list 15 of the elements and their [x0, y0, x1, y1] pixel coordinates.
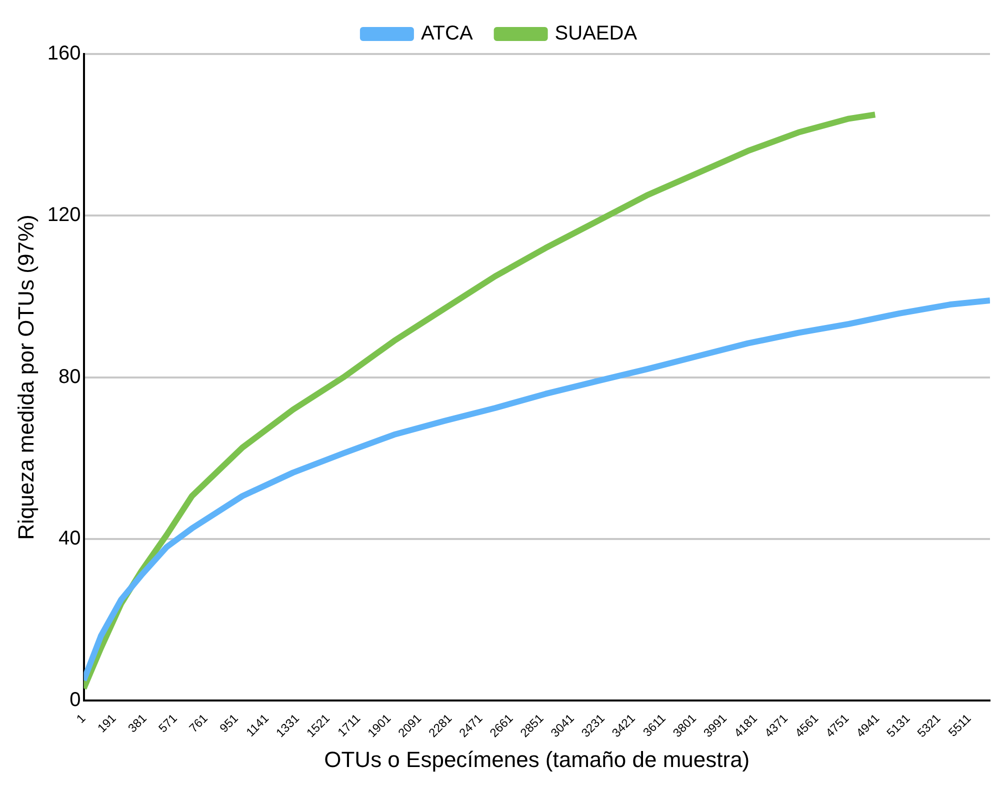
x-tick-label: 571 — [156, 710, 180, 736]
y-tick-label: 160 — [47, 42, 81, 65]
x-tick-label: 951 — [216, 710, 242, 736]
x-axis-title: OTUs o Especímenes (tamaño de muestra) — [324, 746, 750, 772]
legend-label: ATCA — [420, 22, 474, 45]
x-tick-label: 1 — [74, 710, 88, 726]
y-tick-label: 80 — [58, 366, 81, 388]
y-axis-title: Riqueza medida por OTUs (97%) — [13, 214, 38, 540]
y-tick-label: 0 — [70, 689, 81, 712]
y-tick-label: 120 — [47, 204, 81, 226]
x-tick-label: 381 — [125, 710, 150, 736]
y-tick-label: 40 — [58, 527, 81, 550]
x-tick-label: 191 — [94, 710, 119, 736]
x-tick-label: 761 — [186, 710, 211, 736]
legend-label: SUAEDA — [554, 22, 638, 45]
